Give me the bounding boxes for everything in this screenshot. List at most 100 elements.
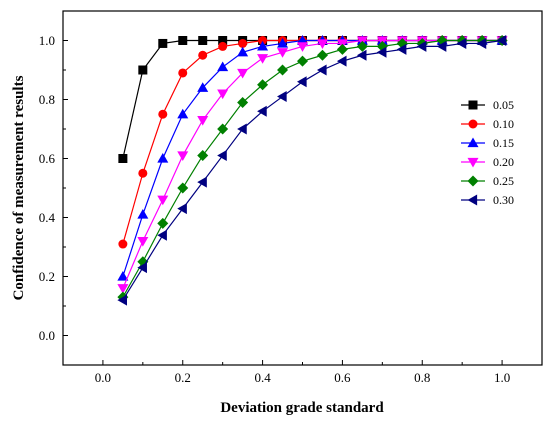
legend-marker bbox=[468, 119, 478, 129]
data-point bbox=[356, 49, 367, 61]
data-point bbox=[277, 37, 289, 48]
legend-item: 0.25 bbox=[461, 174, 514, 188]
legend-label: 0.25 bbox=[493, 174, 514, 188]
x-tick-label: 0.8 bbox=[414, 370, 430, 385]
data-point bbox=[197, 176, 207, 188]
legend-item: 0.20 bbox=[461, 155, 514, 169]
y-tick-label: 0.6 bbox=[39, 151, 56, 166]
series-line bbox=[122, 39, 503, 289]
x-tick-label: 1.0 bbox=[494, 370, 510, 385]
data-point bbox=[217, 150, 227, 162]
data-point bbox=[157, 153, 169, 163]
x-tick-label: 0.6 bbox=[334, 370, 351, 385]
legend-label: 0.30 bbox=[493, 193, 514, 207]
y-tick-label: 0.8 bbox=[39, 92, 55, 107]
data-point bbox=[476, 37, 487, 49]
legend-label: 0.20 bbox=[493, 155, 514, 169]
axis-ticks: 0.0 0.2 0.4 0.6 0.8 1.0 0.0 0.2 0.4 0.6 0.8 1.0 bbox=[39, 10, 543, 385]
data-point bbox=[258, 36, 268, 45]
data-point bbox=[117, 271, 129, 281]
data-point bbox=[177, 151, 189, 162]
series-0.25 bbox=[117, 35, 508, 303]
data-point bbox=[218, 41, 228, 51]
data-point bbox=[356, 40, 368, 52]
data-point bbox=[237, 46, 249, 57]
y-tick-label: 0.4 bbox=[39, 210, 56, 225]
data-point bbox=[297, 76, 307, 88]
legend-label: 0.15 bbox=[493, 136, 514, 150]
data-point bbox=[316, 64, 327, 76]
data-point bbox=[316, 39, 328, 49]
legend-item: 0.05 bbox=[461, 98, 514, 112]
legend-item: 0.30 bbox=[461, 193, 514, 207]
data-point bbox=[257, 105, 267, 117]
data-point bbox=[238, 38, 248, 48]
data-point bbox=[177, 182, 189, 194]
x-axis-title: Deviation grade standard bbox=[220, 400, 384, 416]
data-point bbox=[297, 35, 308, 45]
y-tick-label: 0.0 bbox=[39, 328, 55, 343]
data-point bbox=[237, 123, 247, 135]
legend-item: 0.10 bbox=[461, 117, 514, 131]
data-point bbox=[217, 123, 229, 135]
series-layer bbox=[117, 35, 508, 306]
legend-marker bbox=[467, 157, 479, 168]
x-tick-label: 0.4 bbox=[254, 370, 271, 385]
data-point bbox=[336, 43, 348, 55]
data-point bbox=[218, 36, 228, 45]
data-point bbox=[436, 40, 447, 52]
y-tick-label: 0.2 bbox=[39, 269, 55, 284]
data-point bbox=[257, 54, 269, 64]
data-point bbox=[277, 48, 289, 58]
data-point bbox=[177, 108, 189, 119]
data-point bbox=[237, 96, 249, 108]
data-point bbox=[496, 35, 507, 46]
data-point bbox=[197, 82, 209, 92]
data-point bbox=[138, 65, 148, 75]
data-point bbox=[396, 43, 407, 55]
legend-marker bbox=[468, 100, 478, 110]
data-point bbox=[117, 294, 127, 306]
data-point bbox=[157, 229, 167, 241]
data-point bbox=[376, 46, 387, 58]
x-tick-label: 0.0 bbox=[95, 370, 111, 385]
data-point bbox=[237, 68, 249, 79]
data-point bbox=[138, 168, 148, 178]
data-point bbox=[277, 64, 289, 76]
data-point bbox=[137, 209, 149, 219]
y-tick-label: 1.0 bbox=[39, 33, 55, 48]
data-point bbox=[178, 68, 188, 78]
data-point bbox=[416, 40, 427, 52]
legend-label: 0.05 bbox=[493, 98, 514, 112]
series-0.20 bbox=[117, 36, 508, 294]
data-point bbox=[198, 36, 208, 45]
data-point bbox=[158, 109, 168, 119]
data-point bbox=[456, 37, 467, 49]
legend-marker bbox=[467, 194, 478, 206]
data-point bbox=[316, 49, 328, 61]
x-tick-label: 0.2 bbox=[175, 370, 191, 385]
data-point bbox=[217, 89, 229, 100]
data-point bbox=[217, 61, 229, 72]
legend-marker bbox=[467, 137, 479, 148]
data-point bbox=[177, 203, 187, 215]
legend: 0.05 0.10 0.15 0.20 0.25 0.30 bbox=[461, 98, 514, 207]
series-0.30 bbox=[117, 35, 507, 306]
data-point bbox=[257, 79, 269, 91]
data-point bbox=[197, 116, 209, 126]
data-point bbox=[158, 38, 168, 48]
data-point bbox=[157, 217, 169, 229]
data-point bbox=[137, 236, 149, 247]
data-point bbox=[297, 42, 308, 52]
series-0.05 bbox=[118, 36, 507, 163]
data-point bbox=[117, 284, 129, 294]
legend-label: 0.10 bbox=[493, 117, 514, 131]
data-point bbox=[178, 36, 188, 45]
legend-item: 0.15 bbox=[461, 136, 514, 150]
data-point bbox=[157, 195, 169, 206]
data-point bbox=[257, 40, 269, 51]
series-0.15 bbox=[117, 35, 508, 281]
data-point bbox=[277, 91, 287, 103]
data-point bbox=[137, 262, 147, 274]
